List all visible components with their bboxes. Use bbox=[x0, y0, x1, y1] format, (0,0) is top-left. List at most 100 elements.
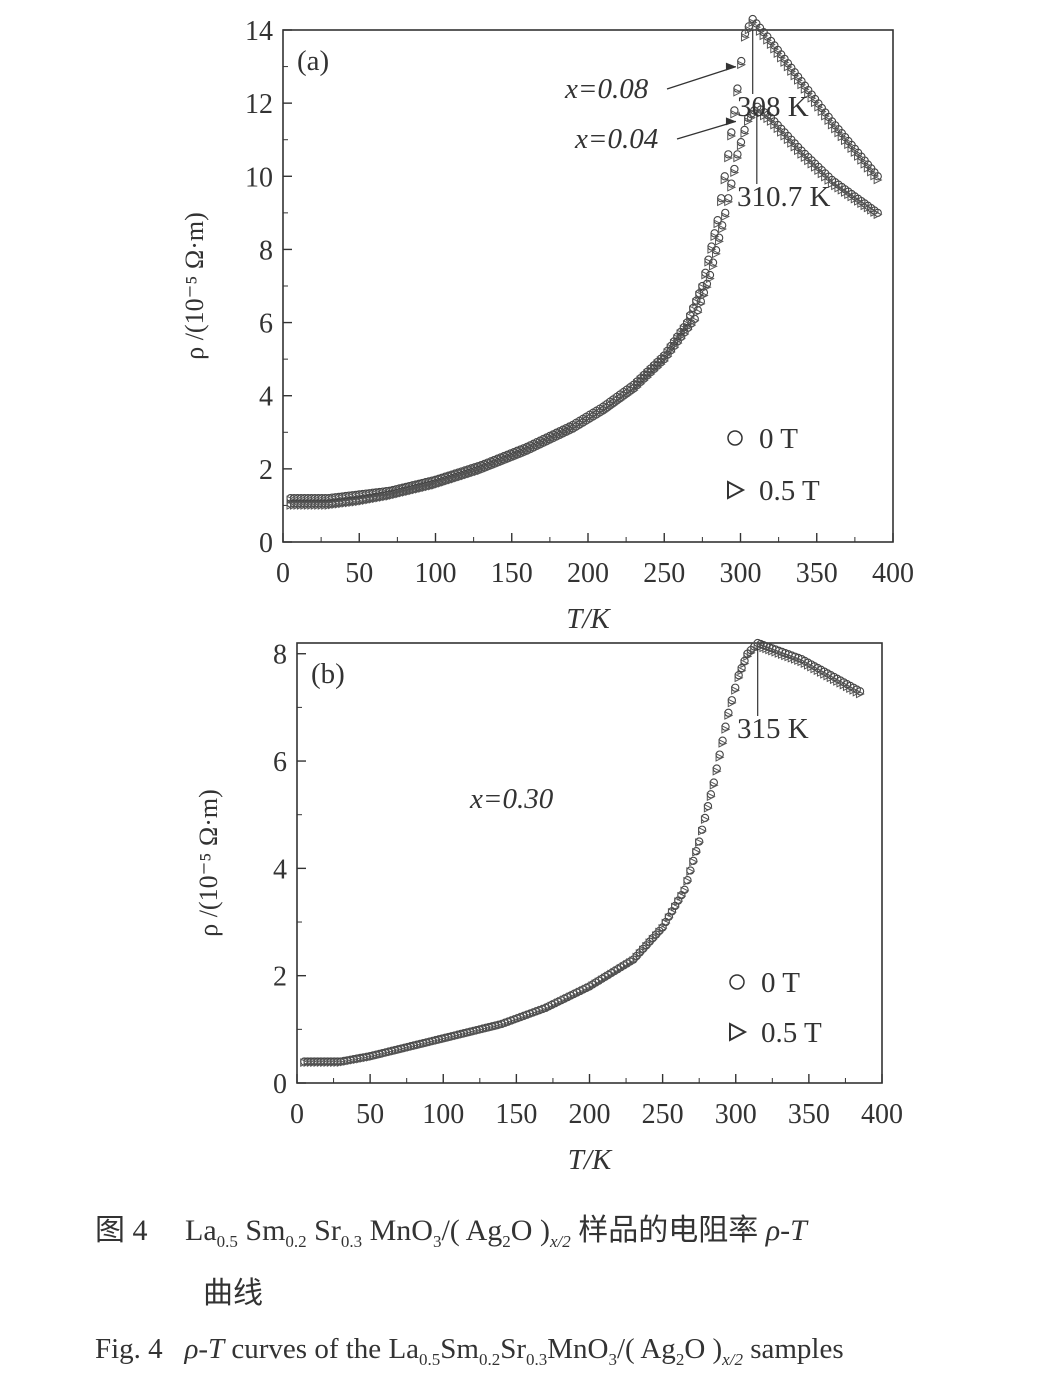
caption-cn-label: 图 4 bbox=[95, 1214, 148, 1247]
panel-a-legend-triangle-marker bbox=[727, 480, 746, 500]
panel-a-series-1-point bbox=[730, 109, 740, 119]
panel-a-y-tick-label: 2 bbox=[259, 455, 273, 486]
panel-b-series-1-point bbox=[737, 666, 747, 676]
panel-b-legend-circle-marker bbox=[729, 974, 745, 990]
panel-b-x-tick-label: 400 bbox=[861, 1099, 903, 1130]
panel-a-x-tick-label: 400 bbox=[872, 558, 914, 589]
panel-a-legend-label-0: 0 T bbox=[759, 423, 798, 455]
panel-b-x-tick-label: 350 bbox=[788, 1099, 830, 1130]
panel-b-x-tick-label: 150 bbox=[495, 1099, 537, 1130]
panel-a-x-tick-label: 350 bbox=[796, 558, 838, 589]
panel-a-series-1-point bbox=[724, 153, 734, 163]
panel-b-series-1-point bbox=[855, 689, 865, 699]
caption-cn-text: 样品的电阻率 bbox=[570, 1214, 766, 1247]
panel-b-x-axis-label: T/K bbox=[568, 1144, 613, 1176]
panel-b-series-1-point bbox=[703, 803, 713, 813]
panel-a-series-1-point bbox=[733, 87, 743, 97]
panel-a-annotation-1: x=0.04 bbox=[574, 123, 658, 155]
panel-b-x-tick-label: 100 bbox=[422, 1099, 464, 1130]
panel-a-series-1-point bbox=[707, 245, 717, 254]
panel-a-series-0-point bbox=[737, 56, 746, 66]
panel-b-series-1-point bbox=[721, 724, 731, 734]
panel-a-series-0-point bbox=[717, 194, 726, 203]
panel-b-x-tick-label: 250 bbox=[642, 1099, 684, 1130]
panel-a-series-3-point bbox=[705, 274, 715, 284]
panel-b-legend-label-0: 0 T bbox=[761, 967, 800, 999]
panel-a-series-3-point bbox=[721, 212, 730, 221]
panel-b-series-1-point bbox=[727, 698, 737, 708]
panel-b-y-tick-label: 6 bbox=[273, 747, 287, 778]
panel-b-series-1-point bbox=[715, 752, 725, 762]
panel-a-annotation-2: 308 K bbox=[737, 91, 809, 123]
caption-cn-line2-text: 曲线 bbox=[203, 1277, 263, 1310]
panel-a-series-1-point bbox=[692, 298, 701, 307]
panel-a-series-1-point bbox=[689, 305, 698, 315]
panel-b-y-axis-label: ρ /(10⁻⁵ Ω·m) bbox=[194, 789, 223, 937]
panel-a-legend-circle-marker bbox=[727, 430, 743, 446]
panel-b-label: (b) bbox=[311, 658, 345, 690]
panel-a-series-3-point bbox=[718, 224, 727, 234]
panel-a-label: (a) bbox=[297, 45, 329, 77]
panel-a-series-1-point bbox=[727, 131, 737, 141]
caption-cn-formula: La0.5 Sm0.2 Sr0.3 MnO3/( Ag2O )x/2 bbox=[185, 1214, 571, 1251]
caption-en-text: curves of the bbox=[224, 1333, 389, 1365]
panel-a-series-3-point bbox=[712, 249, 721, 259]
panel-a-series-1-point bbox=[704, 257, 714, 267]
panel-a-series-3-point bbox=[736, 141, 746, 151]
panel-a-series-1-point bbox=[686, 312, 695, 322]
caption-en-formula: La0.5Sm0.2Sr0.3MnO3/( Ag2O )x/2 bbox=[388, 1333, 743, 1369]
panel-b-series-1-point bbox=[740, 659, 750, 668]
panel-a-annotation-0: x=0.08 bbox=[564, 73, 649, 105]
panel-a-series-2-point bbox=[721, 208, 730, 218]
panel-a-series-3-point bbox=[699, 291, 709, 300]
panel-b-legend-label-1: 0.5 T bbox=[761, 1017, 822, 1049]
caption-cn-rho-t: ρ-T bbox=[765, 1214, 807, 1247]
panel-a-y-tick-label: 12 bbox=[245, 89, 273, 120]
panel-b-annotation-1: 315 K bbox=[737, 713, 809, 745]
panel-b-series-1-point bbox=[698, 826, 707, 836]
panel-a-series-3-point bbox=[747, 113, 756, 123]
panel-a-series-1-point bbox=[740, 32, 750, 42]
panel-a-series-3-point bbox=[873, 210, 883, 220]
panel-a-series-1-point bbox=[701, 270, 711, 280]
panel-a-series-3-point bbox=[727, 182, 737, 192]
panel-b-x-tick-label: 200 bbox=[569, 1099, 611, 1130]
panel-b-x-tick-label: 50 bbox=[356, 1099, 384, 1130]
panel-b-series-1-point bbox=[718, 738, 728, 748]
panel-a-series-0-point bbox=[720, 172, 729, 181]
panel-b-series-1-point bbox=[734, 673, 744, 683]
panel-a-series-1-point bbox=[683, 319, 692, 329]
panel-a-series-3-point bbox=[696, 299, 706, 309]
panel-a-legend-label-1: 0.5 T bbox=[759, 475, 820, 507]
panel-b-series-1-point bbox=[689, 857, 699, 867]
panel-a-series-3-point bbox=[702, 282, 712, 292]
panel-a-y-tick-label: 6 bbox=[259, 309, 273, 340]
panel-a-series-3-point bbox=[693, 307, 703, 317]
panel-b-annotation-0: x=0.30 bbox=[469, 783, 554, 815]
panel-a-y-tick-label: 0 bbox=[259, 528, 273, 559]
panel-b-series-1-point bbox=[731, 685, 740, 695]
panel-a-series-1-point bbox=[744, 25, 754, 35]
panel-b-x-tick-label: 0 bbox=[290, 1099, 304, 1130]
panel-a-series-1-point bbox=[873, 175, 883, 185]
panel-a-series-2-point bbox=[733, 150, 742, 159]
panel-b-series-1-point bbox=[695, 838, 704, 848]
panel-b-series-1-point bbox=[706, 792, 716, 802]
panel-b-series-1-point bbox=[712, 766, 722, 776]
panel-a-x-tick-label: 200 bbox=[567, 558, 609, 589]
panel-a-y-tick-label: 4 bbox=[259, 382, 273, 413]
panel-a-series-3-point bbox=[740, 129, 750, 139]
panel-a-annotation-arrowhead-1 bbox=[725, 117, 736, 126]
panel-b-x-tick-label: 300 bbox=[715, 1099, 757, 1130]
panel-a-series-1-point bbox=[737, 60, 746, 70]
panel-a-x-tick-label: 50 bbox=[345, 558, 373, 589]
caption-cn-line2: 曲线 bbox=[203, 1268, 263, 1312]
panel-b-series-1-point bbox=[686, 867, 696, 876]
caption-cn-line1: 图 4 La0.5 Sm0.2 Sr0.3 MnO3/( Ag2O )x/2 样… bbox=[95, 1205, 807, 1252]
panel-b-y-tick-label: 2 bbox=[273, 962, 287, 993]
panel-b-series-1-point bbox=[680, 886, 690, 896]
caption-en: Fig. 4 ρ-T curves of the La0.5Sm0.2Sr0.3… bbox=[95, 1333, 844, 1370]
panel-a-series-2-point bbox=[718, 221, 727, 230]
panel-b-series-1-point bbox=[683, 876, 693, 886]
panel-a-x-axis-label: T/K bbox=[566, 603, 611, 635]
